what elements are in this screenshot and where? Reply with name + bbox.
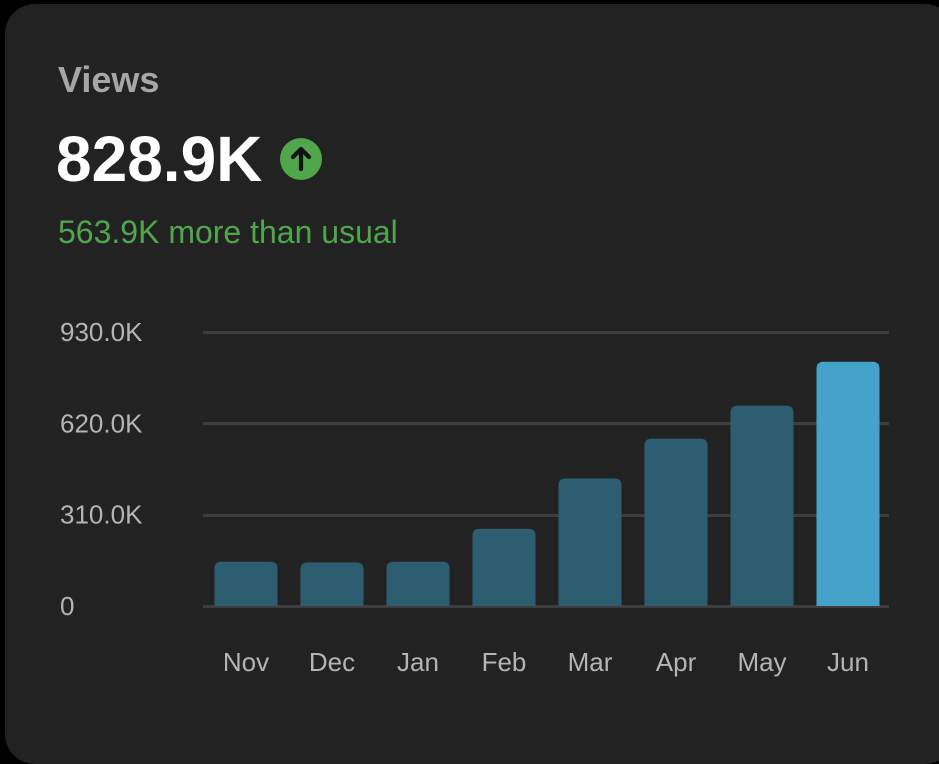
arrow-up-circle-icon: [280, 138, 323, 180]
bar-feb[interactable]: [472, 528, 536, 606]
x-tick-label-jan: Jan: [397, 647, 439, 677]
y-tick-label-3: 930.0K: [60, 317, 143, 347]
bar-mar[interactable]: [558, 478, 622, 606]
bar-may[interactable]: [730, 405, 794, 606]
x-tick-label-feb: Feb: [482, 647, 527, 677]
views-bar-chart: 0 310.0K 620.0K 930.0K Nov Dec Jan Feb Mar Apr May…: [60, 317, 889, 677]
x-tick-label-jun: Jun: [827, 647, 869, 677]
bar-jun[interactable]: [816, 361, 880, 606]
bar-dec[interactable]: [300, 562, 364, 606]
x-tick-label-nov: Nov: [223, 647, 269, 677]
views-total-value: 828.9K: [56, 123, 263, 195]
views-card: [5, 4, 939, 764]
comparison-text: 563.9K more than usual: [58, 214, 398, 250]
x-tick-label-mar: Mar: [568, 647, 613, 677]
x-tick-label-dec: Dec: [309, 647, 355, 677]
y-tick-label-0: 0: [60, 591, 74, 621]
card-title: Views: [58, 59, 160, 100]
x-tick-label-may: May: [737, 647, 786, 677]
y-tick-label-1: 310.0K: [60, 500, 143, 530]
x-tick-label-apr: Apr: [656, 647, 697, 677]
bar-apr[interactable]: [644, 438, 708, 606]
views-total-row: 828.9K: [56, 122, 323, 196]
bar-jan[interactable]: [386, 561, 450, 606]
bar-nov[interactable]: [214, 561, 278, 606]
y-tick-label-2: 620.0K: [60, 408, 143, 438]
